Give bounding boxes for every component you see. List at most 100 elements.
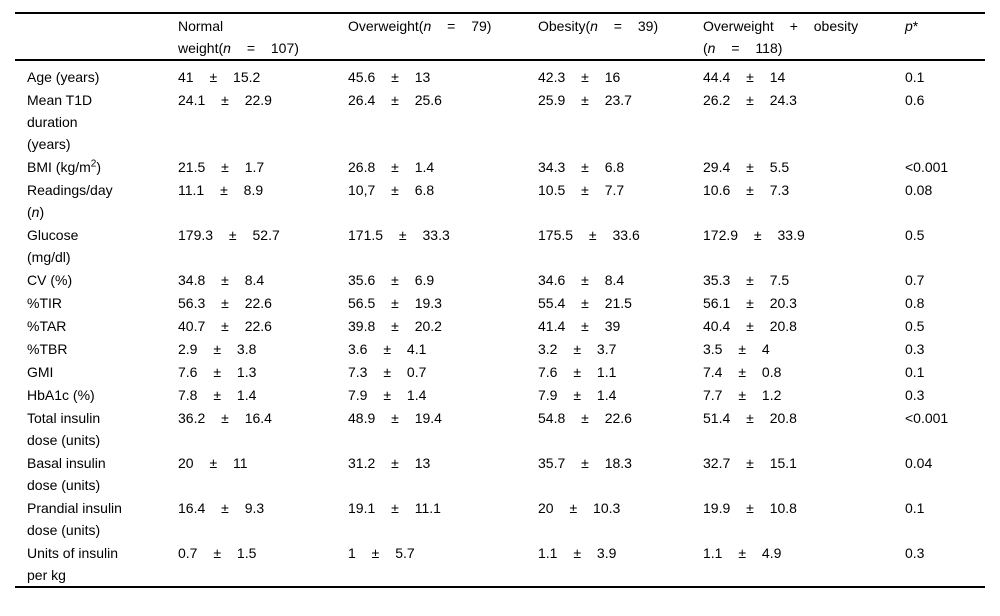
mean-sd-cell: 20 ± 11 — [178, 455, 248, 471]
mean-sd-cell: 19.9 ± 10.8 — [703, 500, 797, 516]
mean-sd-cell: 34.3 ± 6.8 — [538, 159, 625, 175]
table-row: %TAR 40.7 ± 22.6 39.8 ± 20.2 41.4 ± 39 40.4 … — [15, 314, 985, 337]
mean-sd-cell: 175.5 ± 33.6 — [538, 227, 640, 243]
row-label: GMI — [27, 364, 54, 380]
p-value-cell: 0.5 — [905, 318, 925, 334]
mean-sd-cell: 51.4 ± 20.8 — [703, 410, 797, 426]
mean-sd-cell: 11.1 ± 8.9 — [178, 182, 264, 198]
mean-sd-cell: 3.6 ± 4.1 — [348, 341, 427, 357]
mean-sd-cell: 7.9 ± 1.4 — [348, 387, 427, 403]
mean-sd-cell: 44.4 ± 14 — [703, 69, 786, 85]
table-row: Total insulin dose (units) 36.2 ± 16.4 48.9… — [15, 406, 985, 451]
comparison-table-wrapper: Normal weight(n = 107) Overweight(n = 79)… — [15, 12, 985, 588]
mean-sd-cell: 26.4 ± 25.6 — [348, 92, 442, 108]
table-row: Prandial insulin dose (units) 16.4 ± 9.3 19… — [15, 496, 985, 541]
p-value-cell: 0.3 — [905, 387, 925, 403]
mean-sd-cell: 36.2 ± 16.4 — [178, 410, 272, 426]
mean-sd-cell: 35.3 ± 7.5 — [703, 272, 790, 288]
p-value-cell: 0.8 — [905, 295, 925, 311]
p-value-cell: <0.001 — [905, 159, 949, 175]
header-row: Normal weight(n = 107) Overweight(n = 79)… — [15, 13, 985, 61]
mean-sd-cell: 40.7 ± 22.6 — [178, 318, 272, 334]
mean-sd-cell: 1.1 ± 4.9 — [703, 545, 782, 561]
table-row: HbA1c (%) 7.8 ± 1.4 7.9 ± 1.4 7.9 ± 1.4 7.7 … — [15, 383, 985, 406]
table-row: Age (years) 41 ± 15.2 45.6 ± 13 42.3 ± 16 44… — [15, 60, 985, 88]
table-row: Basal insulin dose (units) 20 ± 11 31.2 ± 1… — [15, 451, 985, 496]
row-label: Units of insulin per kg — [27, 545, 119, 583]
mean-sd-cell: 35.6 ± 6.9 — [348, 272, 435, 288]
table-row: CV (%) 34.8 ± 8.4 35.6 ± 6.9 34.6 ± 8.4 35.3… — [15, 268, 985, 291]
table-row: %TBR 2.9 ± 3.8 3.6 ± 4.1 3.2 ± 3.7 3.5 ± 4 0.… — [15, 337, 985, 360]
t1d-weight-groups-table: Normal weight(n = 107) Overweight(n = 79)… — [15, 12, 985, 588]
mean-sd-cell: 0.7 ± 1.5 — [178, 545, 257, 561]
row-label: BMI (kg/m2) — [27, 158, 102, 175]
mean-sd-cell: 172.9 ± 33.9 — [703, 227, 805, 243]
mean-sd-cell: 54.8 ± 22.6 — [538, 410, 632, 426]
mean-sd-cell: 10.6 ± 7.3 — [703, 182, 790, 198]
mean-sd-cell: 48.9 ± 19.4 — [348, 410, 442, 426]
mean-sd-cell: 179.3 ± 52.7 — [178, 227, 280, 243]
mean-sd-cell: 1.1 ± 3.9 — [538, 545, 617, 561]
mean-sd-cell: 26.8 ± 1.4 — [348, 159, 435, 175]
column-header-overweight-plus-obesity: Overweight + obesity (n = 118) — [703, 13, 905, 61]
p-value-cell: 0.5 — [905, 227, 925, 243]
mean-sd-cell: 20 ± 10.3 — [538, 500, 621, 516]
mean-sd-cell: 7.6 ± 1.1 — [538, 364, 617, 380]
mean-sd-cell: 34.8 ± 8.4 — [178, 272, 265, 288]
mean-sd-cell: 7.4 ± 0.8 — [703, 364, 782, 380]
mean-sd-cell: 41.4 ± 39 — [538, 318, 621, 334]
mean-sd-cell: 16.4 ± 9.3 — [178, 500, 265, 516]
mean-sd-cell: 19.1 ± 11.1 — [348, 500, 441, 516]
column-header-overweight: Overweight(n = 79) — [348, 13, 538, 61]
p-value-cell: 0.3 — [905, 545, 925, 561]
mean-sd-cell: 35.7 ± 18.3 — [538, 455, 632, 471]
table-row: BMI (kg/m2) 21.5 ± 1.7 26.8 ± 1.4 34.3 ± 6.… — [15, 155, 985, 178]
column-header-normal-weight: Normal weight(n = 107) — [178, 13, 348, 61]
table-row: Units of insulin per kg 0.7 ± 1.5 1 ± 5.7 1.… — [15, 541, 985, 587]
mean-sd-cell: 10.5 ± 7.7 — [538, 182, 625, 198]
row-label: %TIR — [27, 295, 62, 311]
mean-sd-cell: 24.1 ± 22.9 — [178, 92, 272, 108]
column-header-p-value: p* — [905, 13, 985, 61]
mean-sd-cell: 41 ± 15.2 — [178, 69, 261, 85]
mean-sd-cell: 56.1 ± 20.3 — [703, 295, 797, 311]
mean-sd-cell: 7.7 ± 1.2 — [703, 387, 782, 403]
mean-sd-cell: 7.8 ± 1.4 — [178, 387, 257, 403]
mean-sd-cell: 55.4 ± 21.5 — [538, 295, 632, 311]
mean-sd-cell: 31.2 ± 13 — [348, 455, 431, 471]
mean-sd-cell: 29.4 ± 5.5 — [703, 159, 790, 175]
mean-sd-cell: 10,7 ± 6.8 — [348, 182, 435, 198]
table-row: GMI 7.6 ± 1.3 7.3 ± 0.7 7.6 ± 1.1 7.4 ± 0.8 0… — [15, 360, 985, 383]
p-value-cell: 0.7 — [905, 272, 925, 288]
p-value-cell: 0.08 — [905, 182, 933, 198]
mean-sd-cell: 7.3 ± 0.7 — [348, 364, 427, 380]
p-value-cell: 0.1 — [905, 69, 925, 85]
row-label: HbA1c (%) — [27, 387, 95, 403]
p-value-cell: 0.3 — [905, 341, 925, 357]
mean-sd-cell: 34.6 ± 8.4 — [538, 272, 625, 288]
mean-sd-cell: 3.5 ± 4 — [703, 341, 770, 357]
row-label: %TAR — [27, 318, 67, 334]
p-value-cell: 0.1 — [905, 364, 925, 380]
mean-sd-cell: 7.6 ± 1.3 — [178, 364, 257, 380]
row-label: Total insulin dose (units) — [27, 410, 101, 448]
row-label: Glucose (mg/dl) — [27, 227, 79, 265]
row-label: Age (years) — [27, 69, 100, 85]
corner-header-cell — [15, 13, 178, 61]
mean-sd-cell: 45.6 ± 13 — [348, 69, 431, 85]
mean-sd-cell: 25.9 ± 23.7 — [538, 92, 632, 108]
mean-sd-cell: 39.8 ± 20.2 — [348, 318, 442, 334]
mean-sd-cell: 7.9 ± 1.4 — [538, 387, 617, 403]
mean-sd-cell: 1 ± 5.7 — [348, 545, 415, 561]
table-row: Mean T1D duration (years) 24.1 ± 22.9 26.4 ±… — [15, 88, 985, 155]
p-value-cell: 0.6 — [905, 92, 925, 108]
table-row: Readings/day (n) 11.1 ± 8.9 10,7 ± 6.8 10.5 … — [15, 178, 985, 223]
p-value-cell: 0.04 — [905, 455, 933, 471]
row-label: Readings/day (n) — [27, 182, 113, 220]
mean-sd-cell: 3.2 ± 3.7 — [538, 341, 617, 357]
p-value-cell: <0.001 — [905, 410, 949, 426]
row-label: Prandial insulin dose (units) — [27, 500, 122, 538]
mean-sd-cell: 56.5 ± 19.3 — [348, 295, 442, 311]
mean-sd-cell: 2.9 ± 3.8 — [178, 341, 257, 357]
table-row: Glucose (mg/dl) 179.3 ± 52.7 171.5 ± 33.3 17… — [15, 223, 985, 268]
